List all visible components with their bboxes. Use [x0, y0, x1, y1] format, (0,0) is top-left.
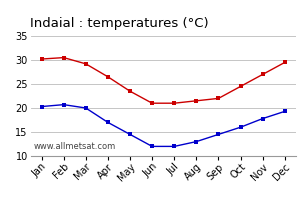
- Text: www.allmetsat.com: www.allmetsat.com: [33, 142, 115, 151]
- Text: Indaial : temperatures (°C): Indaial : temperatures (°C): [30, 17, 209, 30]
